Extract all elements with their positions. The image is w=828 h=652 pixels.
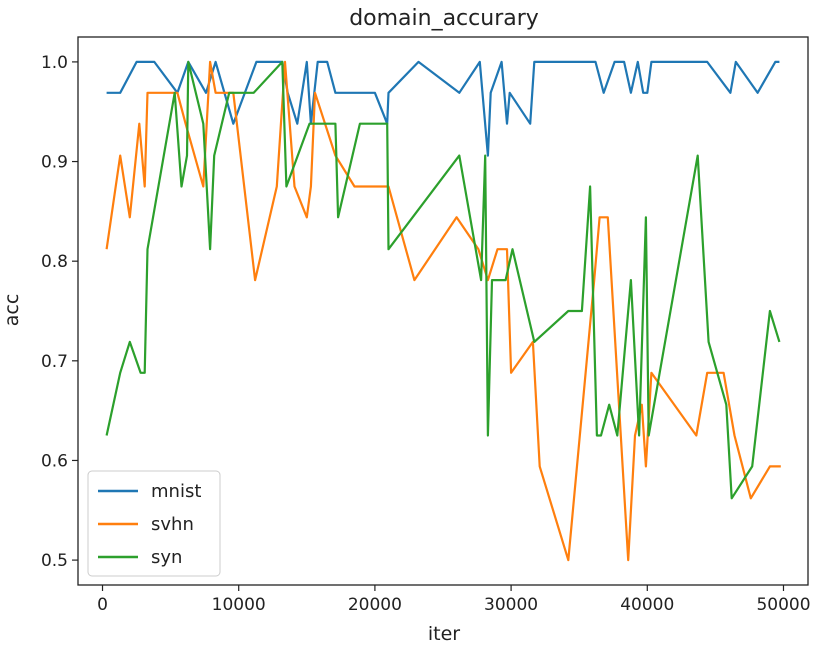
legend-label-mnist: mnist [151, 481, 201, 502]
y-tick-label: 0.8 [41, 252, 68, 272]
x-tick-label: 40000 [620, 595, 674, 615]
x-tick-label: 10000 [212, 595, 266, 615]
legend-box [87, 470, 221, 577]
legend: mnist svhn syn [87, 470, 221, 577]
x-axis-label: iter [428, 623, 460, 645]
x-tick-label: 0 [97, 595, 108, 615]
chart-title: domain_accurary [349, 6, 539, 31]
legend-label-syn: syn [151, 547, 182, 568]
legend-label-svhn: svhn [151, 514, 194, 535]
series-line-svhn [105, 60, 781, 562]
y-tick-label: 0.7 [41, 352, 68, 372]
y-tick-label: 0.6 [41, 451, 68, 471]
ticks-layer: 0 10000 20000 30000 40000 50000 0.5 0.6 0.7 0.8 0.… [41, 53, 811, 615]
series-line-syn [105, 60, 781, 500]
x-tick-label: 20000 [348, 595, 402, 615]
series-layer [105, 60, 781, 562]
y-tick-label: 1.0 [41, 53, 68, 73]
x-tick-label: 30000 [484, 595, 538, 615]
y-axis-label: acc [1, 294, 23, 327]
y-tick-label: 0.9 [41, 153, 68, 173]
y-tick-label: 0.5 [41, 551, 68, 571]
plot-frame [77, 36, 809, 586]
x-tick-label: 50000 [756, 595, 810, 615]
